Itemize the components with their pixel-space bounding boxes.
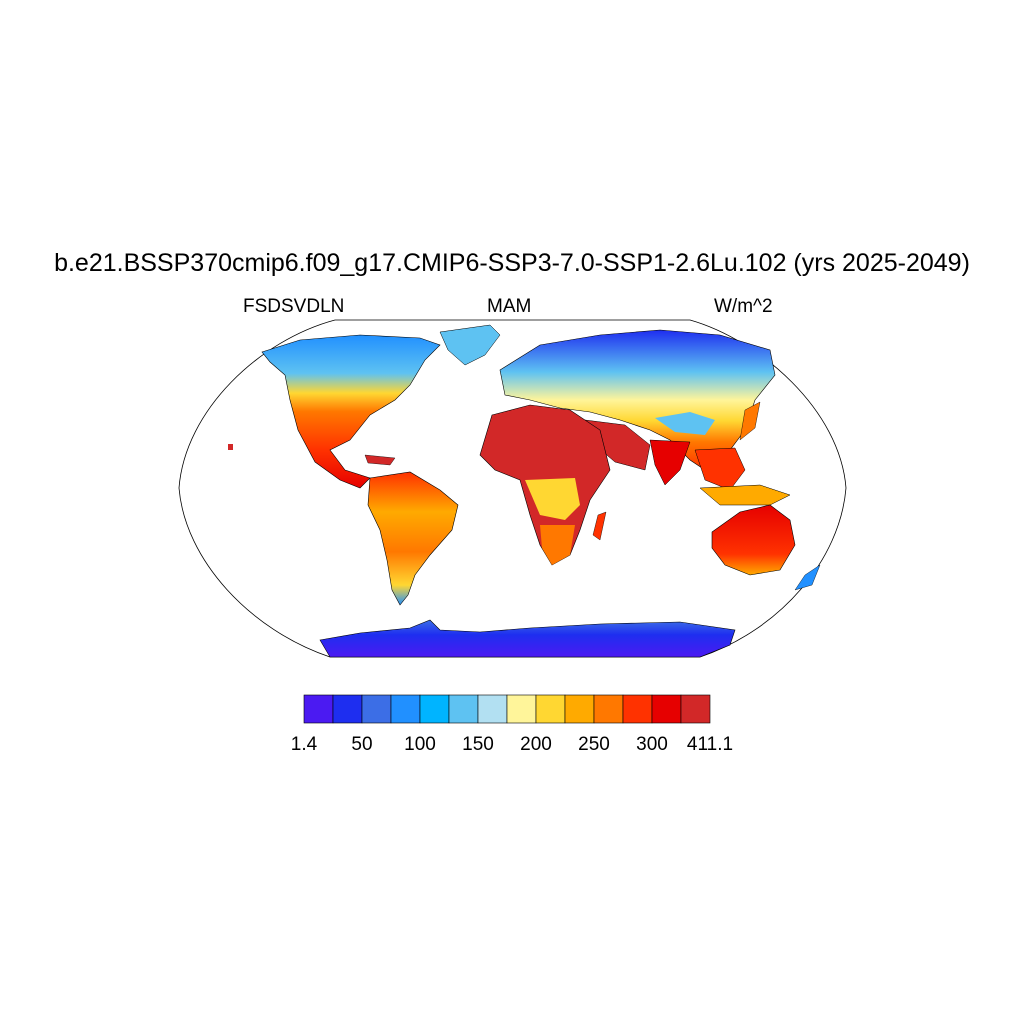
southeast-asia xyxy=(694,447,746,491)
variable-label: FSDSVDLN xyxy=(243,296,345,317)
colorbar-box xyxy=(651,694,682,724)
caribbean-islands xyxy=(364,454,396,466)
colorbar-box xyxy=(564,694,595,724)
colorbar-box xyxy=(419,694,450,724)
colorbar-tick-label: 100 xyxy=(404,734,436,755)
colorbar-box xyxy=(506,694,537,724)
north-america xyxy=(261,334,441,489)
colorbar-tick-label: 200 xyxy=(520,734,552,755)
indonesia xyxy=(699,484,791,506)
africa-tropics xyxy=(525,478,580,520)
africa-south xyxy=(540,525,575,565)
colorbar-box xyxy=(361,694,392,724)
greenland xyxy=(439,324,501,366)
hawaii-island xyxy=(228,444,233,450)
new-zealand xyxy=(794,564,821,591)
colorbar-box xyxy=(622,694,653,724)
south-america xyxy=(367,471,459,606)
colorbar-box xyxy=(448,694,479,724)
colorbar-box xyxy=(593,694,624,724)
colorbar-tick-label: 1.4 xyxy=(291,734,318,755)
colorbar-box xyxy=(303,694,334,724)
colorbar: 1.4 50 100 150 200 250 300 411.1 xyxy=(291,694,733,755)
season-label: MAM xyxy=(487,296,532,317)
colorbar-tick-label: 50 xyxy=(351,734,372,755)
colorbar-box xyxy=(680,694,711,724)
madagascar xyxy=(592,511,607,541)
colorbar-tick-label: 250 xyxy=(578,734,610,755)
india xyxy=(649,439,691,486)
colorbar-tick-label: 300 xyxy=(636,734,668,755)
japan xyxy=(739,401,761,441)
australia xyxy=(711,504,796,576)
colorbar-box xyxy=(332,694,363,724)
colorbar-box xyxy=(390,694,421,724)
colorbar-box xyxy=(535,694,566,724)
main-title: b.e21.BSSP370cmip6.f09_g17.CMIP6-SSP3-7.… xyxy=(54,249,970,277)
colorbar-tick-label: 411.1 xyxy=(687,734,733,755)
antarctica xyxy=(319,619,736,658)
colorbar-box xyxy=(477,694,508,724)
units-label: W/m^2 xyxy=(714,296,773,317)
colorbar-tick-label: 150 xyxy=(462,734,494,755)
tibet-patch xyxy=(655,412,715,435)
